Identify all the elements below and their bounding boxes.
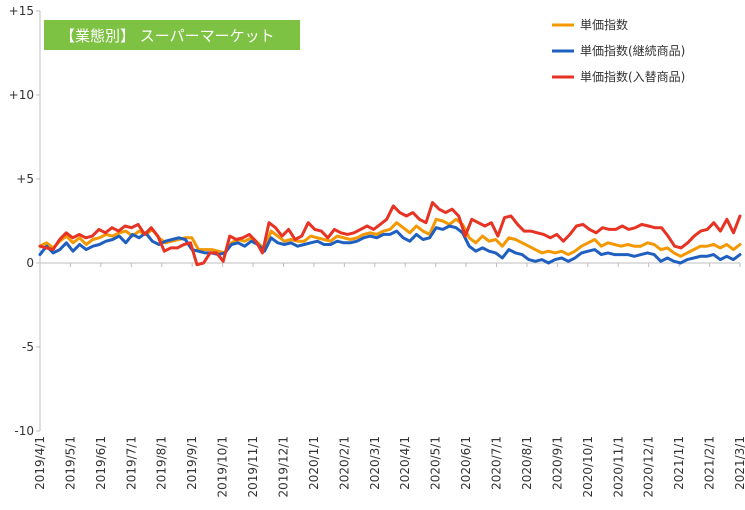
series-line-3 — [38, 201, 742, 267]
series-group — [38, 201, 742, 267]
x-tick-label: 2019/12/1 — [276, 436, 290, 498]
x-tick-label: 2020/4/1 — [398, 436, 412, 490]
y-tick-label: +15 — [9, 4, 34, 18]
x-tick-label: 2020/1/1 — [307, 436, 321, 490]
y-tick-label: -5 — [22, 340, 34, 354]
legend-label: 単価指数 — [580, 17, 628, 32]
series-line-2 — [38, 224, 742, 265]
y-tick-label: +5 — [16, 172, 34, 186]
x-tick-label: 2020/11/1 — [611, 436, 625, 498]
legend-label: 単価指数(入替商品) — [580, 69, 685, 84]
x-tick-label: 2020/5/1 — [429, 436, 443, 490]
x-tick-label: 2020/2/1 — [337, 436, 351, 490]
chart-title-background — [44, 20, 300, 50]
x-tick-label: 2021/1/1 — [672, 436, 686, 490]
x-tick-label: 2020/6/1 — [459, 436, 473, 490]
chart-title: 【業態別】 スーパーマーケット — [60, 27, 275, 45]
x-tick-label: 2021/3/1 — [733, 436, 745, 490]
y-tick-label: 0 — [26, 256, 34, 270]
x-tick-label: 2019/8/1 — [155, 436, 169, 490]
x-tick-label: 2020/10/1 — [581, 436, 595, 498]
x-tick-label: 2019/10/1 — [216, 436, 230, 498]
x-tick-label: 2021/2/1 — [703, 436, 717, 490]
plot-area — [39, 11, 740, 431]
x-tick-label: 2019/9/1 — [185, 436, 199, 490]
x-tick-label: 2019/7/1 — [124, 436, 138, 490]
x-tick-label: 2020/9/1 — [550, 436, 564, 490]
x-tick-label: 2019/5/1 — [63, 436, 77, 490]
x-tick-label: 2020/12/1 — [642, 436, 656, 498]
series-line-1 — [38, 217, 742, 258]
y-tick-label: -10 — [14, 424, 34, 438]
x-axis: 2019/4/1 2019/5/1 2019/6/1 2019/7/1 2019/8/1… — [33, 263, 745, 498]
x-tick-label: 2020/8/1 — [520, 436, 534, 490]
x-tick-label: 2019/4/1 — [33, 436, 47, 490]
chart-title-box: 【業態別】 スーパーマーケット — [44, 20, 300, 50]
x-tick-label: 2020/3/1 — [368, 436, 382, 490]
y-axis: +15 +10 +5 0 -5 -10 — [9, 4, 40, 438]
y-tick-label: +10 — [9, 88, 34, 102]
x-tick-label: 2019/6/1 — [94, 436, 108, 490]
x-tick-label: 2019/11/1 — [246, 436, 260, 498]
legend-label: 単価指数(継続商品) — [580, 43, 685, 58]
x-tick-label: 2020/7/1 — [490, 436, 504, 490]
